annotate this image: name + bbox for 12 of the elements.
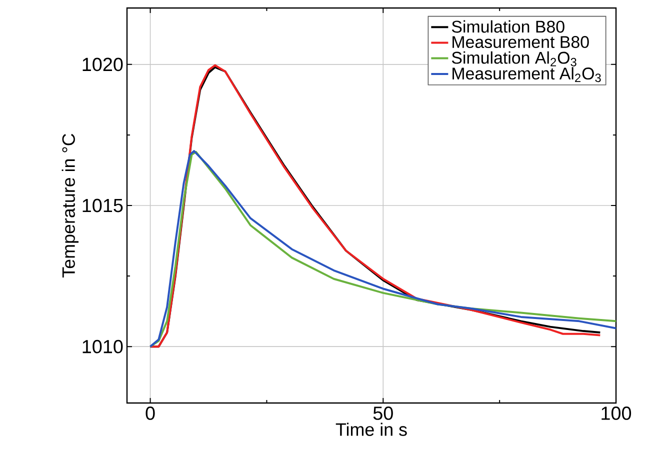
x-tick-label: 100 [602, 406, 632, 420]
y-axis-title: Temperature in °C [62, 134, 79, 278]
legend-label: Measurement Al$_{2}$O$_{3}$ [452, 67, 601, 82]
y-tick-label: 1015 [82, 198, 123, 212]
x-tick-label: 50 [373, 406, 393, 420]
x-axis-title: Time in s [336, 422, 407, 436]
y-tick-label: 1010 [82, 340, 123, 354]
legend-label: Measurement B80 [452, 36, 589, 48]
legend-label: Simulation Al$_{2}$O$_{3}$ [452, 51, 576, 66]
x-tick-label: 0 [146, 406, 155, 420]
y-tick-label: 1020 [82, 58, 123, 72]
legend-label: Simulation B80 [452, 20, 564, 33]
